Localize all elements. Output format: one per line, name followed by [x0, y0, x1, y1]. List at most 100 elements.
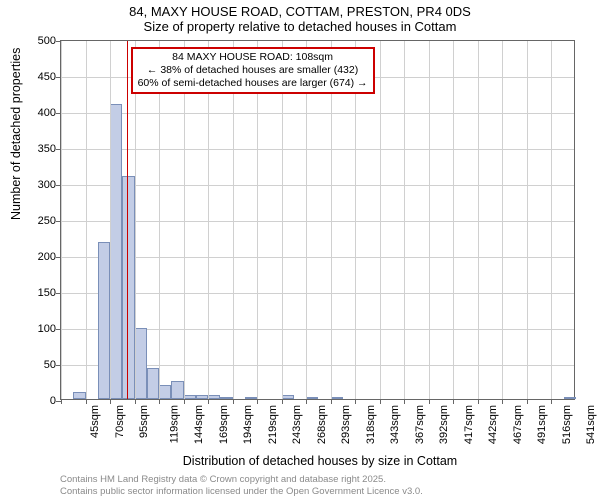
- histogram-bar: [196, 395, 208, 399]
- histogram-bar: [147, 368, 159, 399]
- annotation-line: ← 38% of detached houses are smaller (43…: [138, 64, 368, 77]
- histogram-bar: [331, 397, 343, 399]
- x-tick-mark: [331, 399, 332, 404]
- y-tick-label: 250: [38, 215, 56, 227]
- histogram-bar: [208, 395, 220, 399]
- grid-line: [61, 221, 574, 222]
- x-axis-label: Distribution of detached houses by size …: [0, 454, 600, 468]
- x-tick-mark: [502, 399, 503, 404]
- grid-line: [159, 41, 160, 399]
- x-tick-label: 343sqm: [389, 405, 401, 444]
- x-tick-mark: [184, 399, 185, 404]
- chart-title: 84, MAXY HOUSE ROAD, COTTAM, PRESTON, PR…: [0, 4, 600, 34]
- x-tick-label: 95sqm: [138, 405, 150, 438]
- x-tick-label: 541sqm: [586, 405, 598, 444]
- x-tick-label: 318sqm: [365, 405, 377, 444]
- grid-line: [61, 113, 574, 114]
- x-tick-mark: [208, 399, 209, 404]
- grid-line: [380, 41, 381, 399]
- footer-line-2: Contains public sector information licen…: [60, 486, 423, 498]
- histogram-bar: [245, 397, 257, 399]
- grid-line: [331, 41, 332, 399]
- grid-line: [61, 257, 574, 258]
- annotation-line: 60% of semi-detached houses are larger (…: [138, 77, 368, 90]
- x-tick-label: 392sqm: [438, 405, 450, 444]
- grid-line: [306, 41, 307, 399]
- x-tick-mark: [380, 399, 381, 404]
- x-tick-mark: [453, 399, 454, 404]
- x-tick-mark: [306, 399, 307, 404]
- histogram-bar: [306, 397, 318, 399]
- attribution-footer: Contains HM Land Registry data © Crown c…: [60, 474, 423, 498]
- grid-line: [453, 41, 454, 399]
- x-tick-mark: [478, 399, 479, 404]
- grid-line: [551, 41, 552, 399]
- x-tick-mark: [110, 399, 111, 404]
- x-tick-mark: [527, 399, 528, 404]
- x-tick-label: 442sqm: [488, 405, 500, 444]
- x-tick-label: 70sqm: [114, 405, 126, 438]
- x-tick-mark: [551, 399, 552, 404]
- y-tick-label: 100: [38, 323, 56, 335]
- grid-line: [110, 41, 111, 399]
- x-tick-label: 367sqm: [414, 405, 426, 444]
- y-tick-label: 300: [38, 179, 56, 191]
- x-tick-mark: [135, 399, 136, 404]
- y-tick-label: 350: [38, 143, 56, 155]
- x-tick-mark: [61, 399, 62, 404]
- annotation-line: 84 MAXY HOUSE ROAD: 108sqm: [138, 51, 368, 64]
- grid-line: [61, 149, 574, 150]
- grid-line: [61, 293, 574, 294]
- histogram-bar: [73, 392, 85, 399]
- grid-line: [61, 41, 62, 399]
- grid-line: [233, 41, 234, 399]
- x-tick-label: 243sqm: [291, 405, 303, 444]
- grid-line: [135, 41, 136, 399]
- histogram-bar: [98, 242, 110, 399]
- grid-line: [208, 41, 209, 399]
- y-tick-label: 500: [38, 35, 56, 47]
- grid-line: [478, 41, 479, 399]
- y-tick-label: 450: [38, 71, 56, 83]
- histogram-bar: [135, 328, 147, 399]
- histogram-bar: [159, 385, 171, 399]
- x-tick-mark: [429, 399, 430, 404]
- grid-line: [429, 41, 430, 399]
- title-address: 84, MAXY HOUSE ROAD, COTTAM, PRESTON, PR…: [0, 4, 600, 19]
- grid-line: [527, 41, 528, 399]
- x-tick-mark: [282, 399, 283, 404]
- chart-container: 84, MAXY HOUSE ROAD, COTTAM, PRESTON, PR…: [0, 0, 600, 500]
- histogram-bar: [122, 176, 134, 399]
- x-tick-label: 516sqm: [561, 405, 573, 444]
- x-tick-label: 417sqm: [463, 405, 475, 444]
- x-tick-label: 268sqm: [316, 405, 328, 444]
- y-axis-label: Number of detached properties: [9, 48, 23, 220]
- x-tick-label: 293sqm: [340, 405, 352, 444]
- histogram-bar: [564, 397, 576, 399]
- histogram-bar: [171, 381, 183, 399]
- grid-line: [61, 185, 574, 186]
- grid-line: [404, 41, 405, 399]
- x-tick-label: 169sqm: [218, 405, 230, 444]
- plot-area: 05010015020025030035040045050045sqm70sqm…: [60, 40, 575, 400]
- x-tick-label: 45sqm: [89, 405, 101, 438]
- x-tick-label: 467sqm: [512, 405, 524, 444]
- x-tick-mark: [159, 399, 160, 404]
- x-tick-mark: [233, 399, 234, 404]
- x-tick-mark: [355, 399, 356, 404]
- x-tick-label: 194sqm: [242, 405, 254, 444]
- grid-line: [282, 41, 283, 399]
- grid-line: [502, 41, 503, 399]
- grid-line: [184, 41, 185, 399]
- property-marker-line: [127, 41, 128, 399]
- x-tick-label: 219sqm: [267, 405, 279, 444]
- x-tick-mark: [257, 399, 258, 404]
- annotation-box: 84 MAXY HOUSE ROAD: 108sqm← 38% of detac…: [131, 47, 375, 94]
- x-tick-label: 144sqm: [193, 405, 205, 444]
- x-tick-label: 119sqm: [168, 405, 180, 443]
- histogram-bar: [220, 397, 232, 399]
- y-tick-label: 200: [38, 251, 56, 263]
- y-tick-label: 50: [44, 359, 56, 371]
- x-tick-mark: [404, 399, 405, 404]
- histogram-bar: [282, 395, 294, 399]
